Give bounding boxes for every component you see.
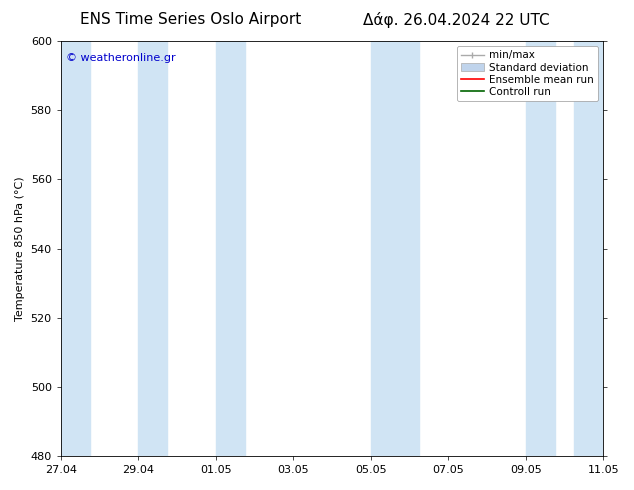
Text: Δάφ. 26.04.2024 22 UTC: Δάφ. 26.04.2024 22 UTC xyxy=(363,12,550,28)
Text: © weatheronline.gr: © weatheronline.gr xyxy=(67,53,176,64)
Bar xyxy=(526,41,555,456)
Bar xyxy=(216,41,245,456)
Y-axis label: Temperature 850 hPa (°C): Temperature 850 hPa (°C) xyxy=(15,176,25,321)
Bar xyxy=(61,41,90,456)
Bar xyxy=(574,41,603,456)
Bar xyxy=(138,41,167,456)
Bar xyxy=(371,41,419,456)
Text: ENS Time Series Oslo Airport: ENS Time Series Oslo Airport xyxy=(80,12,301,27)
Legend: min/max, Standard deviation, Ensemble mean run, Controll run: min/max, Standard deviation, Ensemble me… xyxy=(456,46,598,101)
